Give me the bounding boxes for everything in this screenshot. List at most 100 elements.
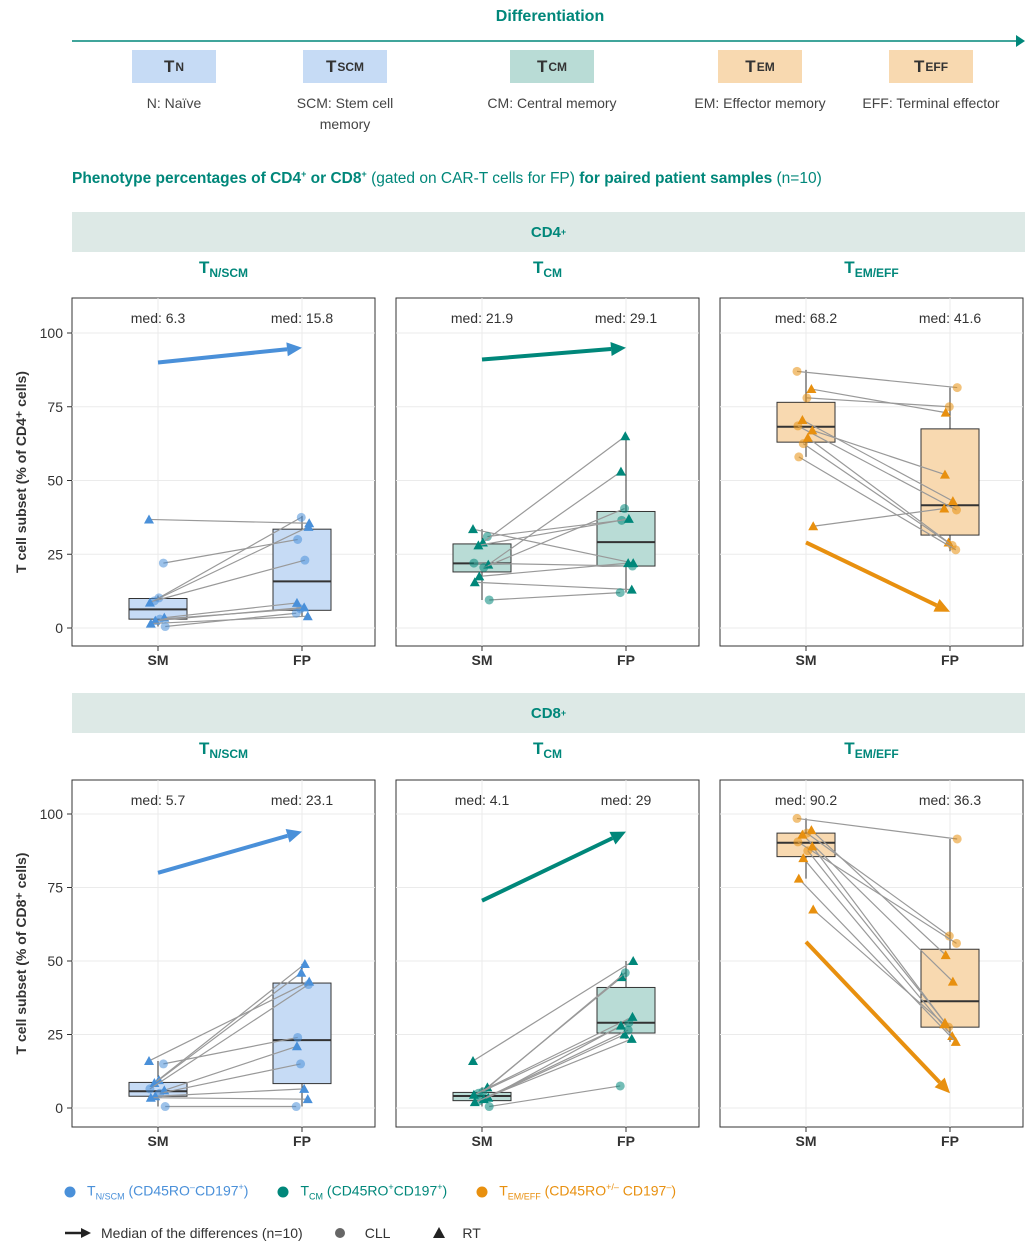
point-cll	[793, 421, 803, 431]
point-rt	[303, 521, 314, 531]
pair-line	[155, 606, 305, 622]
median-difference-arrow	[805, 540, 938, 608]
panel-title-cd8-em-eff: TEM/EFF	[844, 739, 899, 761]
pair-line	[807, 437, 949, 543]
point-cll	[293, 535, 303, 544]
pair-line	[482, 972, 626, 1093]
point-cll	[951, 938, 961, 948]
pair-line	[798, 456, 957, 551]
point-cll	[303, 980, 313, 990]
point-rt	[623, 558, 634, 568]
point-rt	[299, 958, 310, 968]
pair-line	[164, 1045, 298, 1091]
pair-line	[158, 516, 302, 599]
median-label: med: 29	[601, 792, 652, 808]
point-cll	[803, 846, 813, 856]
point-cll	[615, 1081, 625, 1091]
pair-line	[483, 1033, 625, 1100]
point-rt	[807, 425, 818, 435]
median-label: med: 68.2	[775, 310, 837, 326]
x-tick-label: SM	[472, 1133, 493, 1149]
point-cll	[952, 834, 962, 844]
pair-line	[796, 370, 958, 389]
median-label: med: 41.6	[919, 310, 981, 326]
point-cll	[296, 512, 306, 522]
point-rt	[950, 1036, 961, 1046]
point-cll	[291, 608, 301, 618]
point-cll	[293, 1032, 303, 1042]
pair-line	[479, 562, 629, 577]
x-tick-label: FP	[617, 652, 635, 668]
subset-caption-em: EM: Effector memory	[694, 95, 826, 111]
median-difference-arrowhead	[609, 831, 626, 845]
pair-line	[489, 1085, 621, 1108]
point-rt	[468, 1089, 479, 1099]
subset-legend: TN/SCM (CD45RO–CD197+) TCM (CD45RO+CD197+…	[63, 1182, 704, 1201]
figure-headline: Phenotype percentages of CD4+ or CD8+ (g…	[72, 169, 822, 188]
pair-line	[150, 1097, 308, 1100]
median-label: med: 36.3	[919, 792, 981, 808]
point-rt	[806, 384, 817, 394]
point-cll	[615, 588, 625, 598]
point-rt	[468, 1055, 478, 1065]
pair-line	[149, 526, 309, 604]
legend-dot-icon	[64, 1186, 76, 1198]
panel-title-cd4-em-eff: TEM/EFF	[844, 258, 899, 280]
median-difference-arrow	[157, 347, 288, 365]
point-rt	[469, 577, 480, 587]
pair-line	[482, 435, 626, 543]
legend-item-em-eff: TEM/EFF (CD45RO+/– CD197–)	[475, 1182, 676, 1201]
point-rt	[302, 611, 313, 621]
point-rt	[615, 466, 626, 476]
triangle-legend-icon	[433, 1227, 446, 1238]
point-rt	[615, 1020, 626, 1030]
point-cll	[620, 504, 630, 514]
panel-3: 0 25 50 75 100 T cell subset (% of CD8⁺ cells…	[13, 779, 376, 1149]
box-fp	[272, 982, 332, 1085]
panel-2: SM FP med: 68.2 med: 41.6	[719, 297, 1024, 668]
pair-line	[801, 834, 954, 983]
x-tick-label: FP	[941, 1133, 959, 1149]
arrow-legend-label: Median of the differences (n=10)	[101, 1225, 303, 1241]
point-rt	[619, 1029, 630, 1039]
point-rt	[947, 976, 958, 986]
pair-line	[472, 960, 634, 1062]
point-cll	[794, 452, 804, 462]
box-fp	[272, 528, 332, 611]
differentiation-label: Differentiation	[495, 8, 605, 25]
point-rt	[808, 904, 819, 914]
point-cll	[792, 813, 802, 823]
point-rt	[296, 967, 307, 977]
point-cll	[620, 968, 630, 978]
pair-line	[487, 519, 622, 538]
median-label: med: 29.1	[595, 310, 657, 326]
pair-line	[474, 1038, 632, 1103]
point-rt	[145, 618, 156, 628]
point-rt	[939, 469, 950, 479]
median-label: med: 4.1	[455, 792, 510, 808]
subset-tag-cm: T CM	[510, 50, 594, 83]
median-difference-arrowhead	[610, 341, 626, 356]
legend-dot-icon	[277, 1186, 289, 1198]
point-cll	[944, 402, 954, 412]
pair-line	[807, 850, 950, 1028]
point-rt	[939, 503, 950, 513]
subset-caption-n: N: Naïve	[146, 95, 202, 111]
point-rt	[468, 524, 478, 534]
legend-dot-icon	[476, 1186, 488, 1198]
pair-line	[154, 963, 306, 1084]
y-tick-label: 25	[47, 1027, 63, 1043]
median-label: med: 6.3	[131, 310, 186, 326]
point-rt	[793, 873, 804, 883]
point-cll	[484, 1102, 494, 1112]
point-rt	[616, 972, 627, 982]
point-rt	[474, 571, 485, 581]
panel-0: 0 25 50 75 100 T cell subset (% of CD4⁺ cells…	[13, 297, 376, 668]
pair-line	[164, 602, 298, 619]
point-cll	[623, 1025, 633, 1035]
pair-line	[487, 471, 622, 566]
point-rt	[469, 1097, 480, 1107]
panel-1: SM FP med: 21.9 med: 29.1	[395, 297, 700, 668]
arrow-legend-icon	[65, 1228, 91, 1238]
